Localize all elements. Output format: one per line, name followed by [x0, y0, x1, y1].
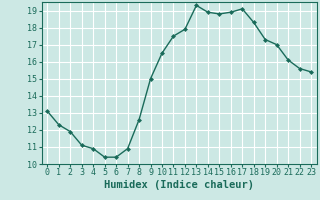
X-axis label: Humidex (Indice chaleur): Humidex (Indice chaleur): [104, 180, 254, 190]
